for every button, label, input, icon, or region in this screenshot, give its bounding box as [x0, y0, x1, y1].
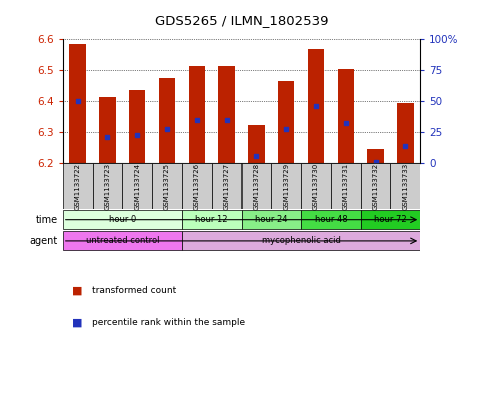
Text: GSM1133727: GSM1133727 — [224, 163, 229, 210]
Bar — [242, 210, 301, 229]
Bar — [63, 231, 182, 250]
Bar — [361, 163, 390, 209]
Text: transformed count: transformed count — [92, 286, 176, 295]
Bar — [218, 66, 235, 163]
Bar — [301, 163, 331, 209]
Text: GSM1133731: GSM1133731 — [343, 163, 349, 210]
Bar — [212, 163, 242, 209]
Text: ■: ■ — [72, 286, 83, 296]
Text: hour 12: hour 12 — [196, 215, 228, 224]
Text: GDS5265 / ILMN_1802539: GDS5265 / ILMN_1802539 — [155, 15, 328, 28]
Text: GSM1133733: GSM1133733 — [402, 163, 408, 210]
Text: GSM1133732: GSM1133732 — [372, 163, 379, 210]
Bar — [390, 163, 420, 209]
Bar — [99, 97, 115, 163]
Bar — [368, 149, 384, 163]
Text: hour 24: hour 24 — [255, 215, 287, 224]
Bar — [248, 125, 265, 163]
Bar — [182, 231, 420, 250]
Text: GSM1133722: GSM1133722 — [75, 163, 81, 210]
Bar — [63, 210, 182, 229]
Bar — [271, 163, 301, 209]
Bar — [242, 163, 271, 209]
Bar — [338, 69, 354, 163]
Bar — [278, 81, 294, 163]
Text: percentile rank within the sample: percentile rank within the sample — [92, 318, 245, 327]
Text: mycophenolic acid: mycophenolic acid — [262, 237, 341, 245]
Text: hour 72: hour 72 — [374, 215, 407, 224]
Bar — [129, 90, 145, 163]
Text: hour 0: hour 0 — [109, 215, 136, 224]
Bar — [331, 163, 361, 209]
Bar — [301, 210, 361, 229]
Bar — [397, 103, 413, 163]
Bar — [361, 210, 420, 229]
Bar — [159, 78, 175, 163]
Bar — [308, 49, 324, 163]
Bar — [152, 163, 182, 209]
Text: GSM1133725: GSM1133725 — [164, 163, 170, 210]
Text: GSM1133726: GSM1133726 — [194, 163, 200, 210]
Bar — [182, 210, 242, 229]
Text: GSM1133724: GSM1133724 — [134, 163, 140, 210]
Bar — [182, 163, 212, 209]
Text: hour 48: hour 48 — [314, 215, 347, 224]
Text: GSM1133728: GSM1133728 — [254, 163, 259, 210]
Bar — [70, 44, 86, 163]
Bar — [93, 163, 122, 209]
Text: ■: ■ — [72, 317, 83, 327]
Text: GSM1133729: GSM1133729 — [283, 163, 289, 210]
Text: agent: agent — [30, 236, 58, 246]
Text: GSM1133723: GSM1133723 — [104, 163, 111, 210]
Bar — [122, 163, 152, 209]
Text: time: time — [36, 215, 58, 225]
Bar — [189, 66, 205, 163]
Text: GSM1133730: GSM1133730 — [313, 163, 319, 210]
Bar — [63, 163, 93, 209]
Text: untreated control: untreated control — [85, 237, 159, 245]
